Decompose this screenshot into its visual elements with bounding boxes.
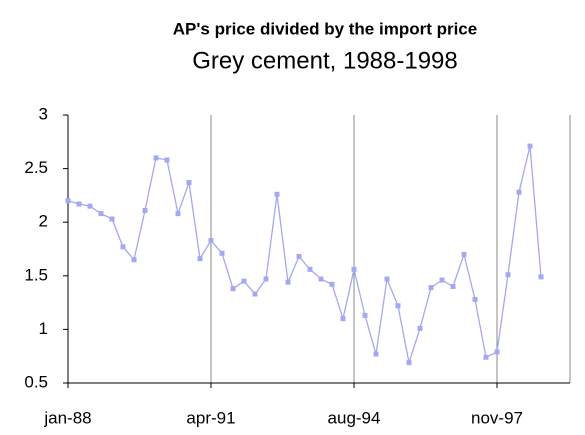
point	[153, 155, 159, 161]
point	[230, 286, 236, 292]
point	[131, 257, 137, 263]
point	[175, 211, 181, 217]
point	[197, 256, 203, 262]
point	[406, 360, 412, 366]
point	[472, 296, 478, 302]
x-tick-label: jan-88	[43, 408, 91, 427]
point	[252, 291, 258, 297]
point	[439, 277, 445, 283]
point	[76, 201, 82, 207]
point	[109, 216, 115, 222]
point	[494, 349, 500, 355]
x-tick-label: aug-94	[328, 408, 381, 427]
point	[98, 211, 104, 217]
point	[362, 312, 368, 318]
point	[219, 250, 225, 256]
y-tick-label: 1.5	[24, 265, 48, 284]
point	[395, 303, 401, 309]
point	[417, 325, 423, 331]
point	[208, 237, 214, 243]
x-tick-label: nov-97	[471, 408, 523, 427]
point	[241, 278, 247, 284]
chart-title: AP's price divided by the import price	[173, 19, 477, 38]
point	[538, 274, 544, 280]
point	[263, 276, 269, 282]
point	[285, 279, 291, 285]
point	[461, 251, 467, 257]
point	[340, 316, 346, 322]
y-tick-label: 2.5	[24, 158, 48, 177]
y-tick-label: 2	[39, 212, 48, 231]
y-tick-label: 1	[39, 319, 48, 338]
point	[142, 207, 148, 213]
series-line	[67, 145, 542, 363]
point	[351, 266, 357, 272]
point	[318, 276, 324, 282]
point	[186, 180, 192, 186]
point	[450, 284, 456, 290]
point	[428, 285, 434, 291]
y-tick-label: 0.5	[24, 372, 48, 391]
point	[87, 203, 93, 209]
point	[274, 191, 280, 197]
point	[384, 276, 390, 282]
point	[296, 254, 302, 260]
point	[516, 189, 522, 195]
point	[65, 198, 71, 204]
x-tick-label: apr-91	[186, 408, 235, 427]
point	[505, 272, 511, 278]
point	[373, 351, 379, 357]
point	[120, 244, 126, 250]
chart-subtitle: Grey cement, 1988-1998	[192, 47, 458, 74]
point	[164, 157, 170, 163]
point	[307, 266, 313, 272]
point	[483, 354, 489, 360]
point	[527, 143, 533, 149]
point	[329, 281, 335, 287]
y-tick-label: 3	[39, 104, 48, 123]
